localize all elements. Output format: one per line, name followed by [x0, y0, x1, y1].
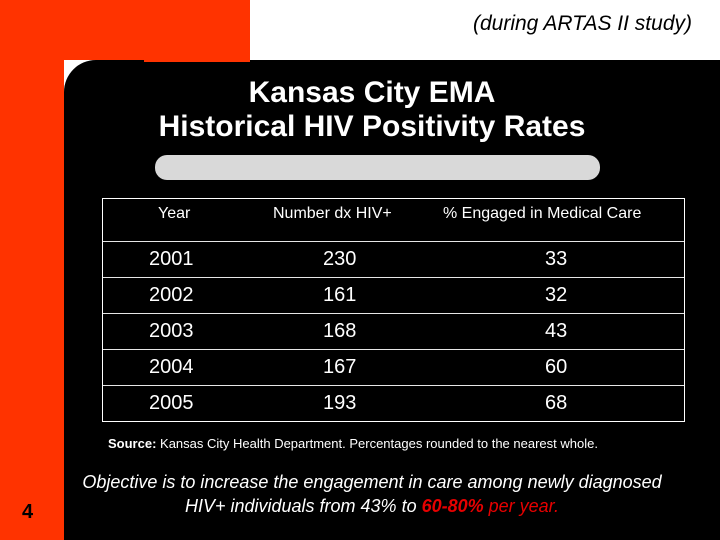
title-line-1: Kansas City EMA	[248, 76, 496, 109]
cell-percent: 60	[545, 356, 568, 378]
objective-part-1: Objective is to increase the engagement …	[82, 472, 662, 516]
header-percent: % Engaged in Medical Care	[443, 205, 642, 222]
title-line-2: Historical HIV Positivity Rates	[158, 110, 586, 143]
cell-percent: 68	[545, 392, 568, 414]
cell-percent: 32	[545, 284, 568, 306]
cell-number: 161	[323, 284, 357, 306]
header-number: Number dx HIV+	[273, 205, 392, 222]
cell-year: 2005	[149, 392, 194, 414]
cell-year: 2004	[149, 356, 194, 378]
table-row: 2005 193 68	[103, 385, 684, 421]
decorative-left-bar	[0, 0, 64, 540]
cell-number: 168	[323, 320, 357, 342]
decorative-top-block	[0, 0, 250, 62]
table-row: 2001 230 33	[103, 241, 684, 277]
table-row: 2004 167 60	[103, 349, 684, 385]
decorative-top-band	[250, 0, 720, 60]
table-header: Year Number dx HIV+ % Engaged in Medical…	[103, 199, 684, 241]
cell-number: 230	[323, 248, 357, 270]
cell-year: 2003	[149, 320, 194, 342]
decorative-rounded-corner	[64, 60, 144, 140]
page-number: 4	[22, 501, 34, 523]
title-divider	[155, 155, 600, 180]
table-row: 2003 168 43	[103, 313, 684, 349]
cell-number: 193	[323, 392, 357, 414]
table-row: 2002 161 32	[103, 277, 684, 313]
slide-subtitle: (during ARTAS II study)	[472, 12, 692, 35]
source-note: Source: Kansas City Health Department. P…	[108, 436, 598, 451]
source-text: Kansas City Health Department. Percentag…	[160, 436, 598, 451]
slide-title: Kansas City EMA Historical HIV Positivit…	[64, 76, 680, 144]
cell-percent: 43	[545, 320, 568, 342]
cell-year: 2002	[149, 284, 194, 306]
source-label: Source:	[108, 436, 157, 451]
objective-text: Objective is to increase the engagement …	[64, 470, 680, 518]
objective-part-2: per year.	[483, 496, 560, 516]
cell-year: 2001	[149, 248, 194, 270]
header-year: Year	[158, 205, 191, 222]
cell-number: 167	[323, 356, 357, 378]
data-table: Year Number dx HIV+ % Engaged in Medical…	[102, 198, 685, 422]
objective-highlight: 60-80%	[421, 496, 484, 516]
cell-percent: 33	[545, 248, 568, 270]
